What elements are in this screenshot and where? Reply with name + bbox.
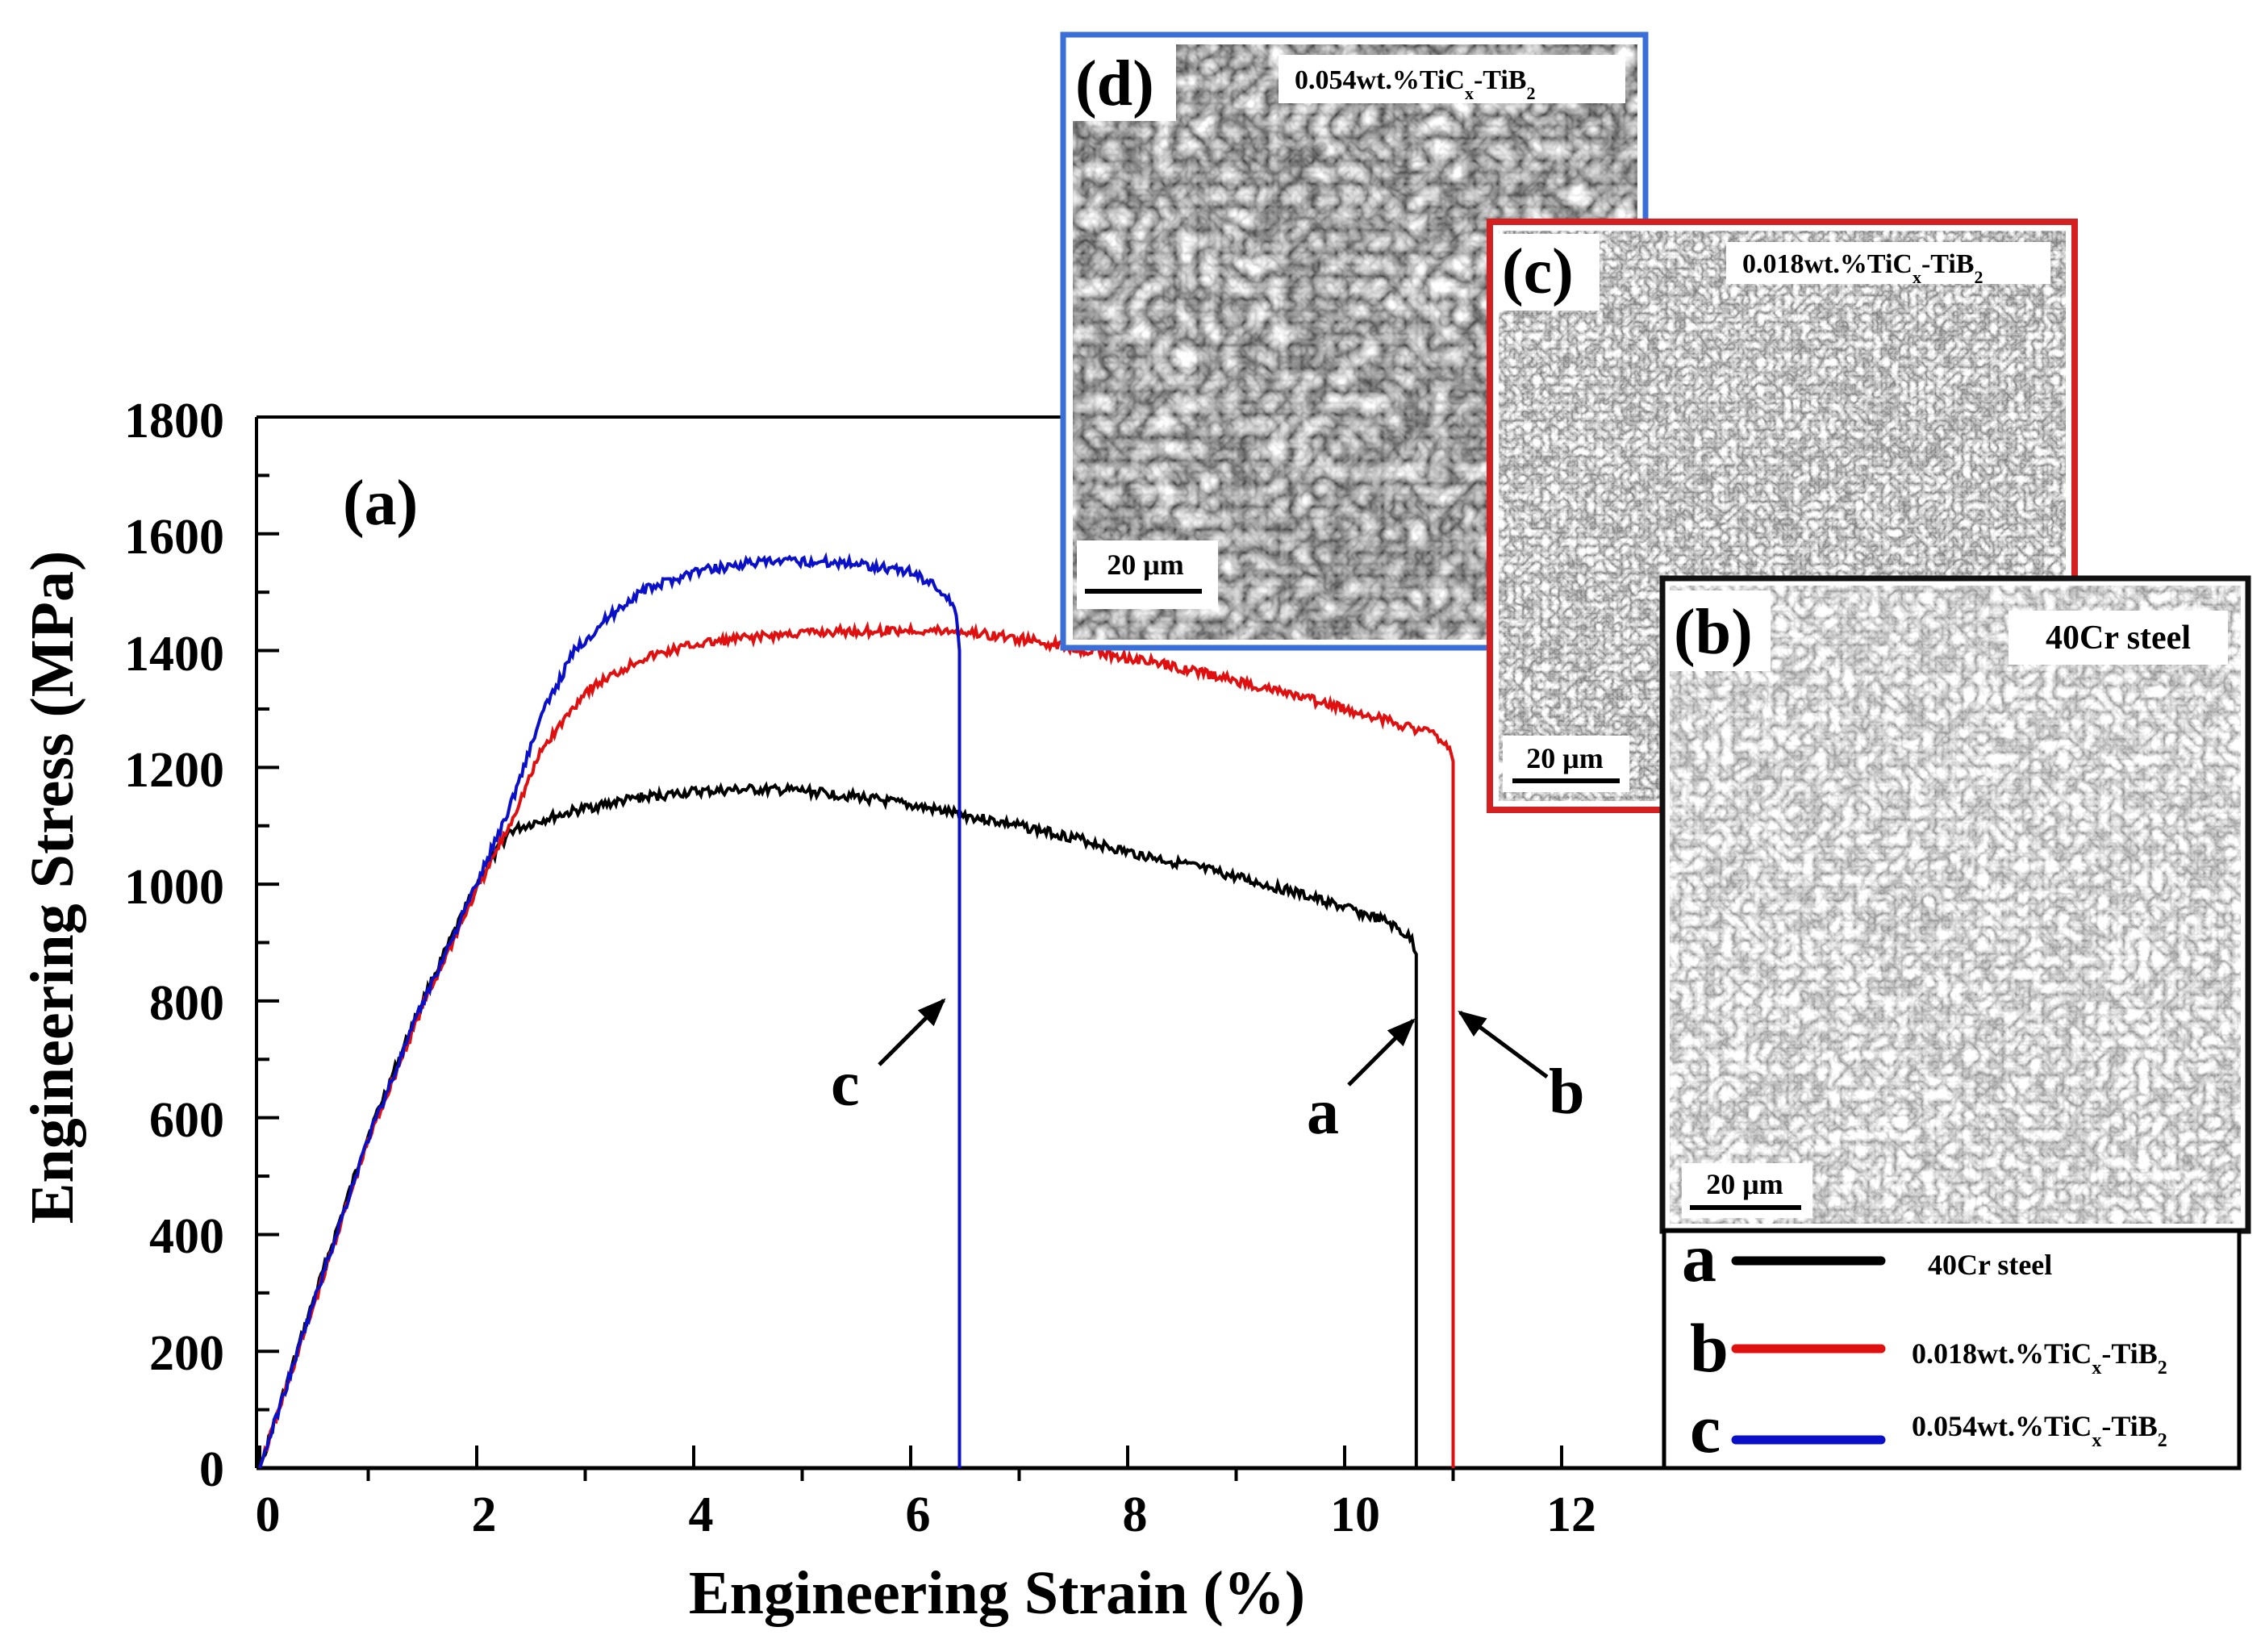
legend-letter-b: b	[1690, 1309, 1729, 1387]
legend-letter-a: a	[1682, 1219, 1716, 1296]
y-tick-labels: 0 200 400 600 800 1000 1200 1400 1600 18…	[124, 394, 224, 1497]
inset-b-label: (b)	[1674, 597, 1753, 668]
y-tick-label: 1800	[124, 394, 224, 448]
curve-b-0018-ticx-tib2	[258, 620, 1455, 1469]
inset-d-scale-label: 20 μm	[1107, 549, 1183, 581]
legend-item-c: c 0.054wt.%TiCx-TiB2	[1690, 1390, 2167, 1467]
legend-letter-c: c	[1690, 1390, 1721, 1467]
x-tick-label: 8	[1123, 1487, 1148, 1542]
panel-label-a: (a)	[343, 468, 418, 539]
y-tick-label: 600	[149, 1093, 224, 1148]
x-tick-label: 2	[472, 1487, 497, 1542]
arrow-a	[1347, 1018, 1416, 1087]
legend-item-b: b 0.018wt.%TiCx-TiB2	[1690, 1309, 2167, 1387]
y-axis-title: Engineering Stress (MPa)	[19, 551, 86, 1224]
inset-c-caption: 0.018wt.%TiCx-TiB2	[1742, 249, 1983, 287]
x-tick-label: 4	[689, 1487, 714, 1542]
annotations: c a b	[831, 998, 1585, 1148]
x-axis-title: Engineering Strain (%)	[689, 1559, 1305, 1627]
inset-b-scale-label: 20 μm	[1706, 1168, 1783, 1200]
curve-c-0054-ticx-tib2	[258, 552, 961, 1469]
legend-label-c: 0.054wt.%TiCx-TiB2	[1912, 1410, 2167, 1451]
x-tick-labels: 0 2 4 6 8 10 12	[256, 1487, 1597, 1542]
arrow-c	[878, 998, 946, 1066]
y-axis-ticks	[257, 415, 279, 1470]
annotation-c: c	[831, 1049, 860, 1120]
legend: a 40Cr steel b 0.018wt.%TiCx-TiB2 c 0.05…	[1662, 1219, 2242, 1471]
inset-c-scale-label: 20 μm	[1526, 742, 1603, 774]
curve-a-40cr-steel	[258, 781, 1418, 1469]
inset-d-caption: 0.054wt.%TiCx-TiB2	[1295, 65, 1535, 103]
y-tick-label: 400	[149, 1209, 224, 1264]
y-tick-label: 1400	[124, 627, 224, 682]
inset-c-label: (c)	[1502, 236, 1574, 307]
annotation-a: a	[1307, 1077, 1339, 1148]
y-tick-label: 0	[199, 1442, 224, 1497]
x-axis-ticks	[258, 1446, 1563, 1481]
legend-item-a: a 40Cr steel	[1682, 1219, 2052, 1296]
y-tick-label: 200	[149, 1326, 224, 1381]
sem-texture-b	[1670, 586, 2241, 1224]
inset-d-label: (d)	[1075, 48, 1154, 119]
annotation-b: b	[1549, 1057, 1585, 1128]
curves	[258, 552, 1455, 1469]
x-tick-label: 6	[906, 1487, 931, 1542]
inset-b-caption: 40Cr steel	[2046, 620, 2191, 657]
inset-b-sem-image: (b) 40Cr steel 20 μm	[1659, 575, 2251, 1234]
y-tick-label: 1000	[124, 860, 224, 915]
legend-label-a: 40Cr steel	[1928, 1249, 2052, 1281]
y-tick-label: 1600	[124, 510, 224, 565]
x-tick-label: 10	[1330, 1487, 1380, 1542]
y-tick-label: 800	[149, 976, 224, 1031]
legend-label-b: 0.018wt.%TiCx-TiB2	[1912, 1337, 2167, 1379]
x-tick-label: 0	[256, 1487, 281, 1542]
x-tick-label: 12	[1546, 1487, 1596, 1542]
y-tick-label: 1200	[124, 743, 224, 798]
arrow-b	[1458, 1010, 1549, 1079]
